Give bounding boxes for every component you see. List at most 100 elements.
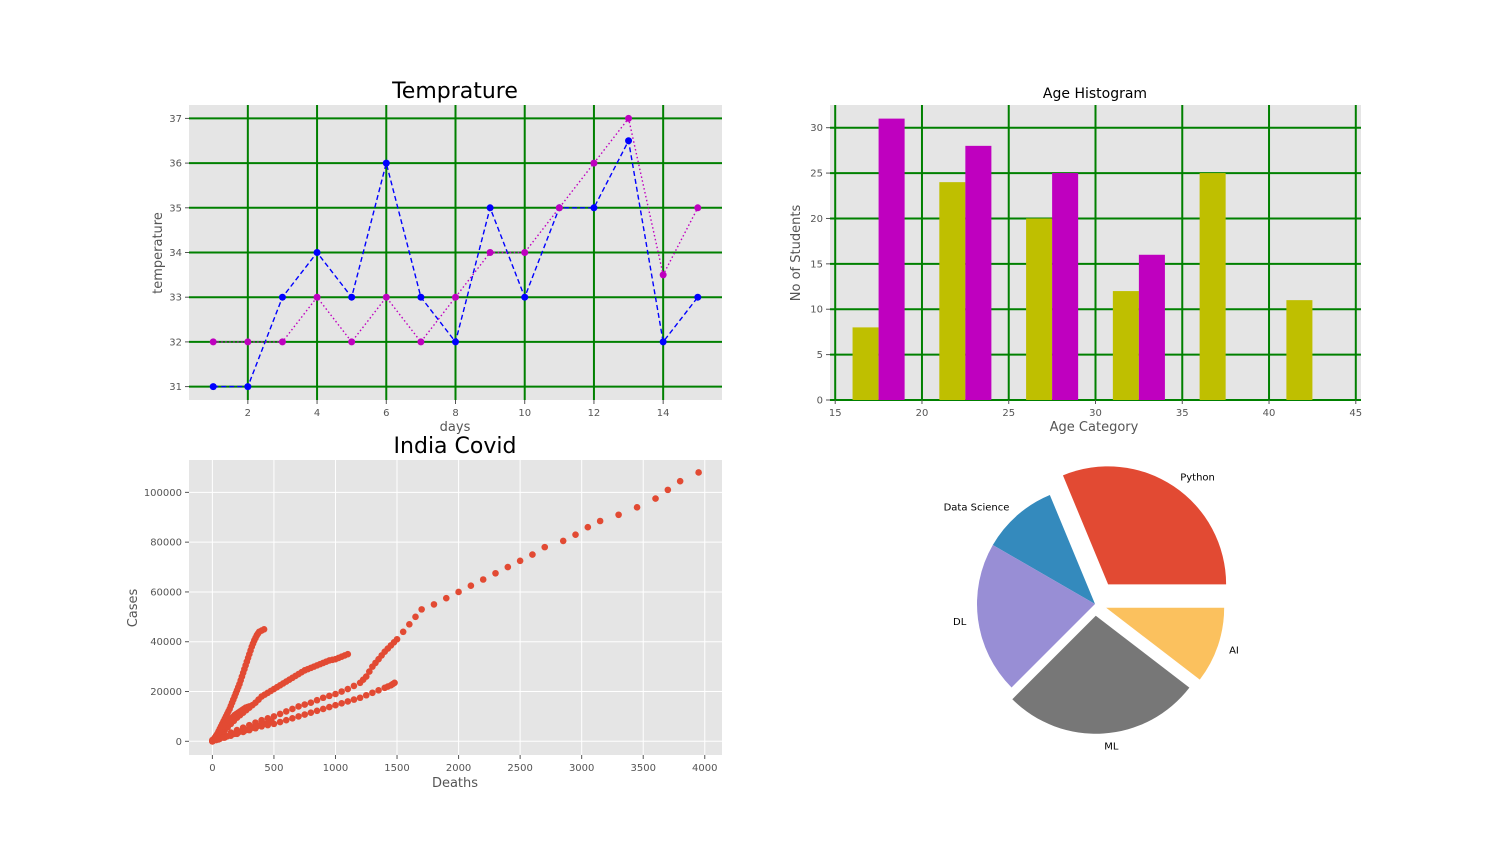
covid-point bbox=[344, 685, 352, 693]
age-xtick-label: 45 bbox=[1349, 408, 1362, 419]
covid-point bbox=[338, 688, 345, 695]
covid-point bbox=[633, 503, 641, 511]
covid-point bbox=[319, 705, 327, 713]
pie-labels: Python Data Science DL ML AI bbox=[944, 472, 1239, 752]
age-bar bbox=[1052, 173, 1079, 400]
covid-point bbox=[366, 668, 373, 675]
temperature-ytick-label: 35 bbox=[169, 203, 182, 214]
age-ylabel: No of Students bbox=[789, 205, 804, 302]
covid-point bbox=[282, 708, 290, 715]
covid-point bbox=[615, 511, 622, 519]
pie-label: Data Science bbox=[944, 502, 1010, 513]
age-bar bbox=[1138, 254, 1165, 400]
temperature-ticks: 2 4 6 8 10 12 14 31 32 33 34 35 36 37 bbox=[169, 114, 669, 419]
temperature-point bbox=[486, 204, 494, 212]
temperature-point bbox=[417, 338, 425, 346]
temperature-point bbox=[659, 338, 667, 346]
temperature-ytick-label: 34 bbox=[169, 248, 182, 259]
covid-xtick-label: 3000 bbox=[569, 763, 594, 774]
covid-point bbox=[356, 694, 364, 702]
covid-ytick-label: 100000 bbox=[144, 488, 182, 499]
covid-xlabel: Deaths bbox=[432, 776, 478, 791]
covid-point bbox=[467, 582, 475, 590]
covid-xtick-label: 1000 bbox=[323, 763, 348, 774]
covid-point bbox=[399, 628, 407, 636]
covid-point bbox=[268, 718, 275, 725]
topics-pie-chart: Python Data Science DL ML AI bbox=[944, 466, 1239, 752]
temperature-ytick-label: 31 bbox=[169, 382, 182, 393]
temperature-xtick-label: 14 bbox=[657, 408, 670, 419]
covid-point bbox=[350, 696, 358, 703]
covid-point bbox=[541, 543, 549, 551]
pie-wedge bbox=[1106, 607, 1225, 680]
covid-ticks: 0 500 1000 1500 2000 2500 3000 3500 400002000040… bbox=[144, 488, 718, 774]
temperature-xtick-label: 6 bbox=[383, 408, 389, 419]
covid-point bbox=[559, 537, 567, 545]
temperature-point bbox=[659, 271, 667, 279]
covid-ytick-label: 0 bbox=[176, 737, 182, 748]
temperature-xtick-label: 12 bbox=[588, 408, 601, 419]
temperature-ylabel: temperature bbox=[151, 212, 166, 294]
covid-point bbox=[596, 517, 604, 525]
temperature-xtick-label: 10 bbox=[518, 408, 531, 419]
covid-ylabel: Cases bbox=[126, 588, 141, 627]
covid-point bbox=[676, 477, 684, 485]
age-ytick-label: 30 bbox=[810, 123, 823, 134]
covid-point bbox=[695, 469, 702, 476]
covid-point bbox=[289, 705, 296, 713]
covid-points bbox=[209, 469, 702, 745]
age-bar bbox=[1286, 300, 1313, 400]
age-grid bbox=[830, 105, 1361, 401]
temperature-xtick-label: 8 bbox=[452, 408, 458, 419]
age-xtick-label: 40 bbox=[1263, 408, 1276, 419]
covid-point bbox=[350, 682, 358, 690]
temperature-ytick-label: 37 bbox=[169, 114, 182, 125]
temperature-point bbox=[313, 249, 321, 256]
covid-point bbox=[332, 690, 339, 698]
age-ytick-label: 5 bbox=[817, 350, 823, 361]
temperature-point bbox=[452, 338, 459, 346]
covid-point bbox=[430, 601, 438, 608]
age-histogram-chart: 15 20 25 30 35 40 45 0 5 10 15 20 25 30 Age Histogram… bbox=[789, 86, 1362, 435]
temperature-point bbox=[382, 159, 390, 167]
covid-point bbox=[295, 703, 302, 710]
covid-point bbox=[412, 613, 419, 621]
age-bar bbox=[1026, 218, 1053, 400]
temperature-point bbox=[590, 159, 598, 167]
age-bar bbox=[939, 182, 966, 400]
temperature-point bbox=[244, 383, 252, 391]
covid-plot-area bbox=[189, 460, 722, 755]
covid-point bbox=[313, 707, 321, 715]
covid-point bbox=[369, 689, 376, 697]
pie-wedge bbox=[1062, 466, 1227, 585]
temperature-point bbox=[486, 249, 494, 256]
age-xtick-label: 25 bbox=[1002, 408, 1015, 419]
covid-point bbox=[276, 710, 284, 718]
covid-scatter-chart: 0 500 1000 1500 2000 2500 3000 3500 400002000040… bbox=[126, 434, 722, 791]
covid-xtick-label: 1500 bbox=[384, 763, 409, 774]
temperature-ytick-label: 36 bbox=[169, 159, 182, 170]
covid-ytick-label: 80000 bbox=[150, 538, 182, 549]
temperature-series bbox=[209, 114, 702, 391]
temperature-point bbox=[625, 114, 633, 122]
age-ytick-label: 10 bbox=[810, 305, 823, 316]
temperature-point bbox=[278, 293, 286, 301]
covid-point bbox=[307, 709, 315, 716]
temperature-point bbox=[417, 293, 425, 301]
temperature-xtick-label: 2 bbox=[245, 408, 251, 419]
covid-point bbox=[393, 635, 401, 643]
age-xtick-label: 20 bbox=[916, 408, 929, 419]
covid-point bbox=[572, 531, 579, 538]
covid-point bbox=[295, 713, 302, 720]
covid-grid bbox=[189, 460, 722, 755]
temperature-title: Temprature bbox=[391, 79, 518, 104]
temperature-point bbox=[278, 338, 286, 346]
covid-point bbox=[313, 696, 321, 704]
covid-point bbox=[307, 699, 315, 707]
temperature-point bbox=[521, 249, 529, 256]
pie-wedge bbox=[1012, 615, 1190, 734]
covid-point bbox=[516, 557, 524, 565]
covid-point bbox=[529, 551, 536, 558]
covid-xtick-label: 3500 bbox=[630, 763, 655, 774]
